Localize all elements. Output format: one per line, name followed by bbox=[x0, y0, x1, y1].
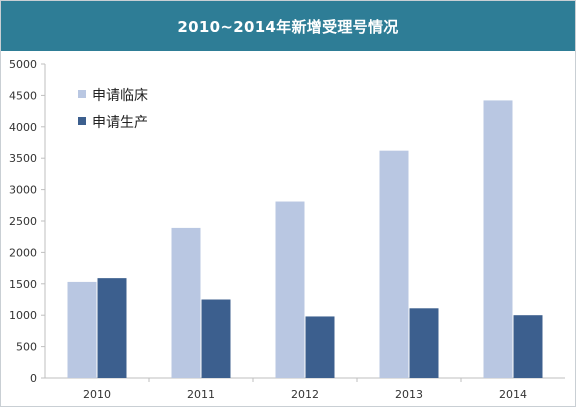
bar-production-2011 bbox=[201, 299, 231, 378]
title-bar: 2010~2014年新增受理号情况 bbox=[1, 1, 575, 51]
y-tick-label: 2500 bbox=[9, 215, 37, 228]
x-tick-label: 2014 bbox=[499, 388, 527, 401]
y-tick-label: 500 bbox=[16, 341, 37, 354]
y-tick-label: 3000 bbox=[9, 184, 37, 197]
bar-production-2010 bbox=[97, 278, 127, 378]
y-tick-label: 5000 bbox=[9, 58, 37, 71]
bar-production-2014 bbox=[513, 315, 543, 378]
x-tick-label: 2013 bbox=[395, 388, 423, 401]
legend-label-0: 申请临床 bbox=[92, 88, 148, 104]
y-tick-label: 2000 bbox=[9, 246, 37, 259]
bar-clinical-2014 bbox=[483, 100, 513, 378]
bar-clinical-2011 bbox=[171, 227, 201, 378]
legend-label-1: 申请生产 bbox=[92, 115, 148, 131]
bar-clinical-2012 bbox=[275, 201, 305, 378]
x-tick-label: 2012 bbox=[291, 388, 319, 401]
x-tick-label: 2010 bbox=[83, 388, 111, 401]
bar-production-2012 bbox=[305, 316, 335, 378]
legend-swatch-1 bbox=[78, 117, 86, 125]
bar-production-2013 bbox=[409, 308, 439, 378]
legend-swatch-0 bbox=[78, 90, 86, 98]
y-tick-label: 4000 bbox=[9, 121, 37, 134]
y-tick-label: 3500 bbox=[9, 152, 37, 165]
chart-title: 2010~2014年新增受理号情况 bbox=[177, 17, 399, 36]
y-tick-label: 0 bbox=[30, 372, 37, 385]
bar-clinical-2010 bbox=[67, 281, 97, 378]
bar-clinical-2013 bbox=[379, 150, 409, 378]
y-tick-label: 4500 bbox=[9, 89, 37, 102]
x-tick-label: 2011 bbox=[187, 388, 215, 401]
y-tick-label: 1500 bbox=[9, 278, 37, 291]
y-tick-label: 1000 bbox=[9, 309, 37, 322]
